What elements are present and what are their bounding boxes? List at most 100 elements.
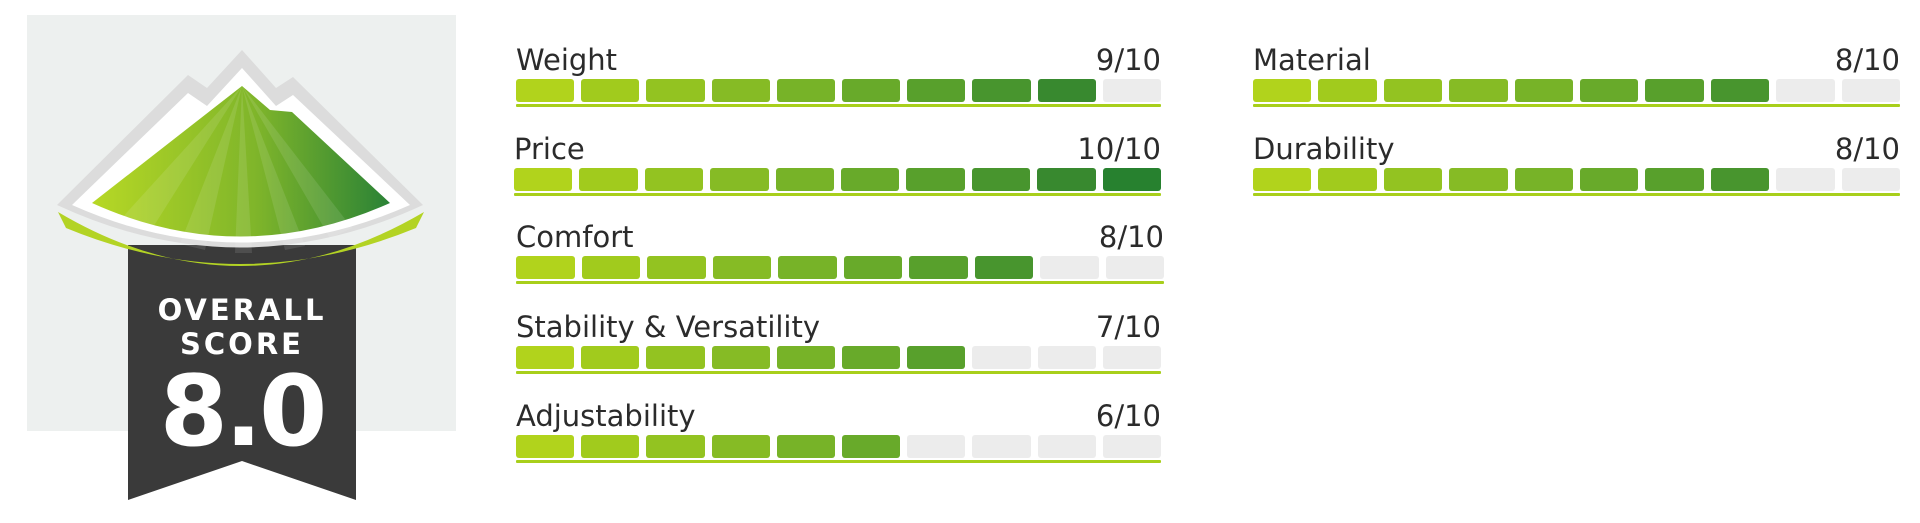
score-segment-filled [1037,79,1096,102]
score-segment-filled [776,435,835,458]
score-segment-filled [1253,168,1312,191]
score-bar-baseline [516,281,1164,284]
overall-score-value: 8.0 [159,355,328,469]
score-segment-filled [1514,168,1573,191]
score-segment-filled [646,79,705,102]
score-segment-filled [1645,79,1704,102]
metric-value: 9/10 [1095,43,1161,77]
score-bar [516,256,1164,284]
score-segment-filled [579,168,638,191]
score-segment-filled [581,346,640,369]
metric-label: Stability & Versatility [516,310,821,344]
score-segment-empty [1776,168,1835,191]
score-segment-filled [646,435,705,458]
score-segment-filled [972,79,1031,102]
score-segment-filled [711,79,770,102]
score-segment-filled [711,435,770,458]
score-segment-filled [971,168,1031,191]
score-segment-filled [1318,168,1377,191]
score-segment-filled [1710,168,1770,191]
score-segment-filled [1645,168,1704,191]
score-segment-filled [516,256,575,279]
score-segment-empty [1102,79,1161,102]
score-segment-filled [1580,168,1639,191]
score-segment-filled [581,256,640,279]
score-segment-filled [1710,79,1770,102]
metric-value: 8/10 [1834,132,1900,166]
overall-score-badge: OVERALL SCORE 8.0 [0,0,480,523]
mountain-badge-icon [57,50,424,500]
score-segment-empty [1105,256,1164,279]
metric-weight: Weight 9/10 [516,43,1161,107]
score-segment-filled [775,168,834,191]
score-bar [1253,168,1900,196]
score-segment-filled [1253,79,1312,102]
score-bar [516,346,1161,374]
score-segment-filled [1449,79,1508,102]
score-segment-empty [907,435,966,458]
score-bar-baseline [516,460,1161,463]
score-segment-filled [843,256,902,279]
score-segment-filled [644,168,704,191]
score-segment-filled [842,346,901,369]
metric-adjustability: Adjustability 6/10 [516,399,1161,463]
score-bar-baseline [514,193,1161,196]
score-segment-empty [972,435,1031,458]
metric-material: Material 8/10 [1253,43,1900,107]
score-segment-filled [646,346,705,369]
score-segment-filled [1102,168,1161,191]
score-segment-filled [581,79,640,102]
score-segment-filled [581,435,640,458]
score-bar [516,435,1161,463]
metric-price: Price 10/10 [514,132,1161,196]
score-segment-filled [1580,79,1639,102]
metric-value: 7/10 [1095,310,1161,344]
score-segment-filled [1037,168,1096,191]
metric-label: Comfort [516,220,634,254]
score-segment-filled [647,256,706,279]
score-segment-filled [907,79,966,102]
score-segment-filled [1449,168,1508,191]
score-segment-filled [710,168,769,191]
score-segment-empty [1102,435,1161,458]
score-segment-empty [1776,79,1835,102]
score-segment-filled [516,79,575,102]
score-segment-empty [1037,435,1096,458]
score-segment-filled [516,435,575,458]
score-segment-filled [907,346,966,369]
metric-value: 8/10 [1098,220,1164,254]
metric-comfort: Comfort 8/10 [516,220,1164,284]
score-segment-filled [909,256,968,279]
score-segment-filled [1383,168,1443,191]
metric-label: Weight [516,43,618,77]
score-bar-baseline [1253,104,1900,107]
score-segment-filled [842,79,901,102]
score-bar [1253,79,1900,107]
metric-stability-and-versatility: Stability & Versatility 7/10 [516,310,1161,374]
score-segment-empty [972,346,1031,369]
metric-value: 10/10 [1077,132,1161,166]
score-segment-empty [1102,346,1161,369]
score-segment-empty [1841,79,1900,102]
score-segment-filled [514,168,573,191]
metric-label: Adjustability [516,399,696,433]
score-bar-baseline [1253,193,1900,196]
score-segment-filled [1514,79,1573,102]
score-segment-filled [906,168,965,191]
metric-value: 8/10 [1834,43,1900,77]
score-segment-filled [516,346,575,369]
metric-label: Material [1253,43,1371,77]
score-segment-filled [711,346,770,369]
score-segment-empty [1037,346,1096,369]
score-segment-filled [974,256,1033,279]
score-segment-filled [776,346,835,369]
metric-value: 6/10 [1095,399,1161,433]
score-segment-filled [842,435,901,458]
score-segment-filled [1318,79,1377,102]
overall-score-label: OVERALL SCORE [157,293,327,361]
score-segment-filled [776,79,835,102]
score-segment-filled [841,168,900,191]
score-segment-filled [1383,79,1443,102]
metric-durability: Durability 8/10 [1253,132,1900,196]
score-bar [516,79,1161,107]
